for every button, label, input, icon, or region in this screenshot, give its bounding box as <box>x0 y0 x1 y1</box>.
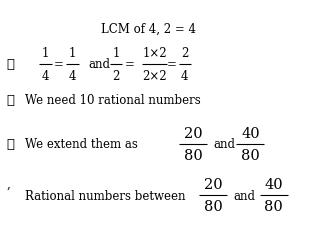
Text: 80: 80 <box>184 149 203 162</box>
Text: and: and <box>213 138 235 151</box>
Text: 80: 80 <box>204 199 223 213</box>
Text: 4: 4 <box>69 69 76 82</box>
Text: =: = <box>124 58 134 71</box>
Text: 40: 40 <box>264 177 283 191</box>
Text: 4: 4 <box>181 69 188 82</box>
Text: ∴: ∴ <box>7 138 15 151</box>
Text: and: and <box>234 189 255 202</box>
Text: 40: 40 <box>241 126 260 140</box>
Text: 20: 20 <box>204 177 223 191</box>
Text: 2: 2 <box>181 47 188 60</box>
Text: ∴: ∴ <box>7 94 15 107</box>
Text: LCM of 4, 2 = 4: LCM of 4, 2 = 4 <box>101 22 196 35</box>
Text: 1×2: 1×2 <box>142 47 167 60</box>
Text: We extend them as: We extend them as <box>25 138 138 151</box>
Text: =: = <box>166 58 176 71</box>
Text: 1: 1 <box>69 47 76 60</box>
Text: ,: , <box>7 177 10 190</box>
Text: 20: 20 <box>184 126 203 140</box>
Text: 4: 4 <box>42 69 49 82</box>
Text: 1: 1 <box>112 47 120 60</box>
Text: We need 10 rational numbers: We need 10 rational numbers <box>25 94 201 107</box>
Text: =: = <box>54 58 64 71</box>
Text: and: and <box>88 58 110 71</box>
Text: 2: 2 <box>112 69 120 82</box>
Text: 1: 1 <box>42 47 49 60</box>
Text: 80: 80 <box>241 149 260 162</box>
Text: Rational numbers between: Rational numbers between <box>25 189 186 202</box>
Text: 80: 80 <box>264 199 283 213</box>
Text: ∴: ∴ <box>7 58 15 71</box>
Text: 2×2: 2×2 <box>142 69 167 82</box>
